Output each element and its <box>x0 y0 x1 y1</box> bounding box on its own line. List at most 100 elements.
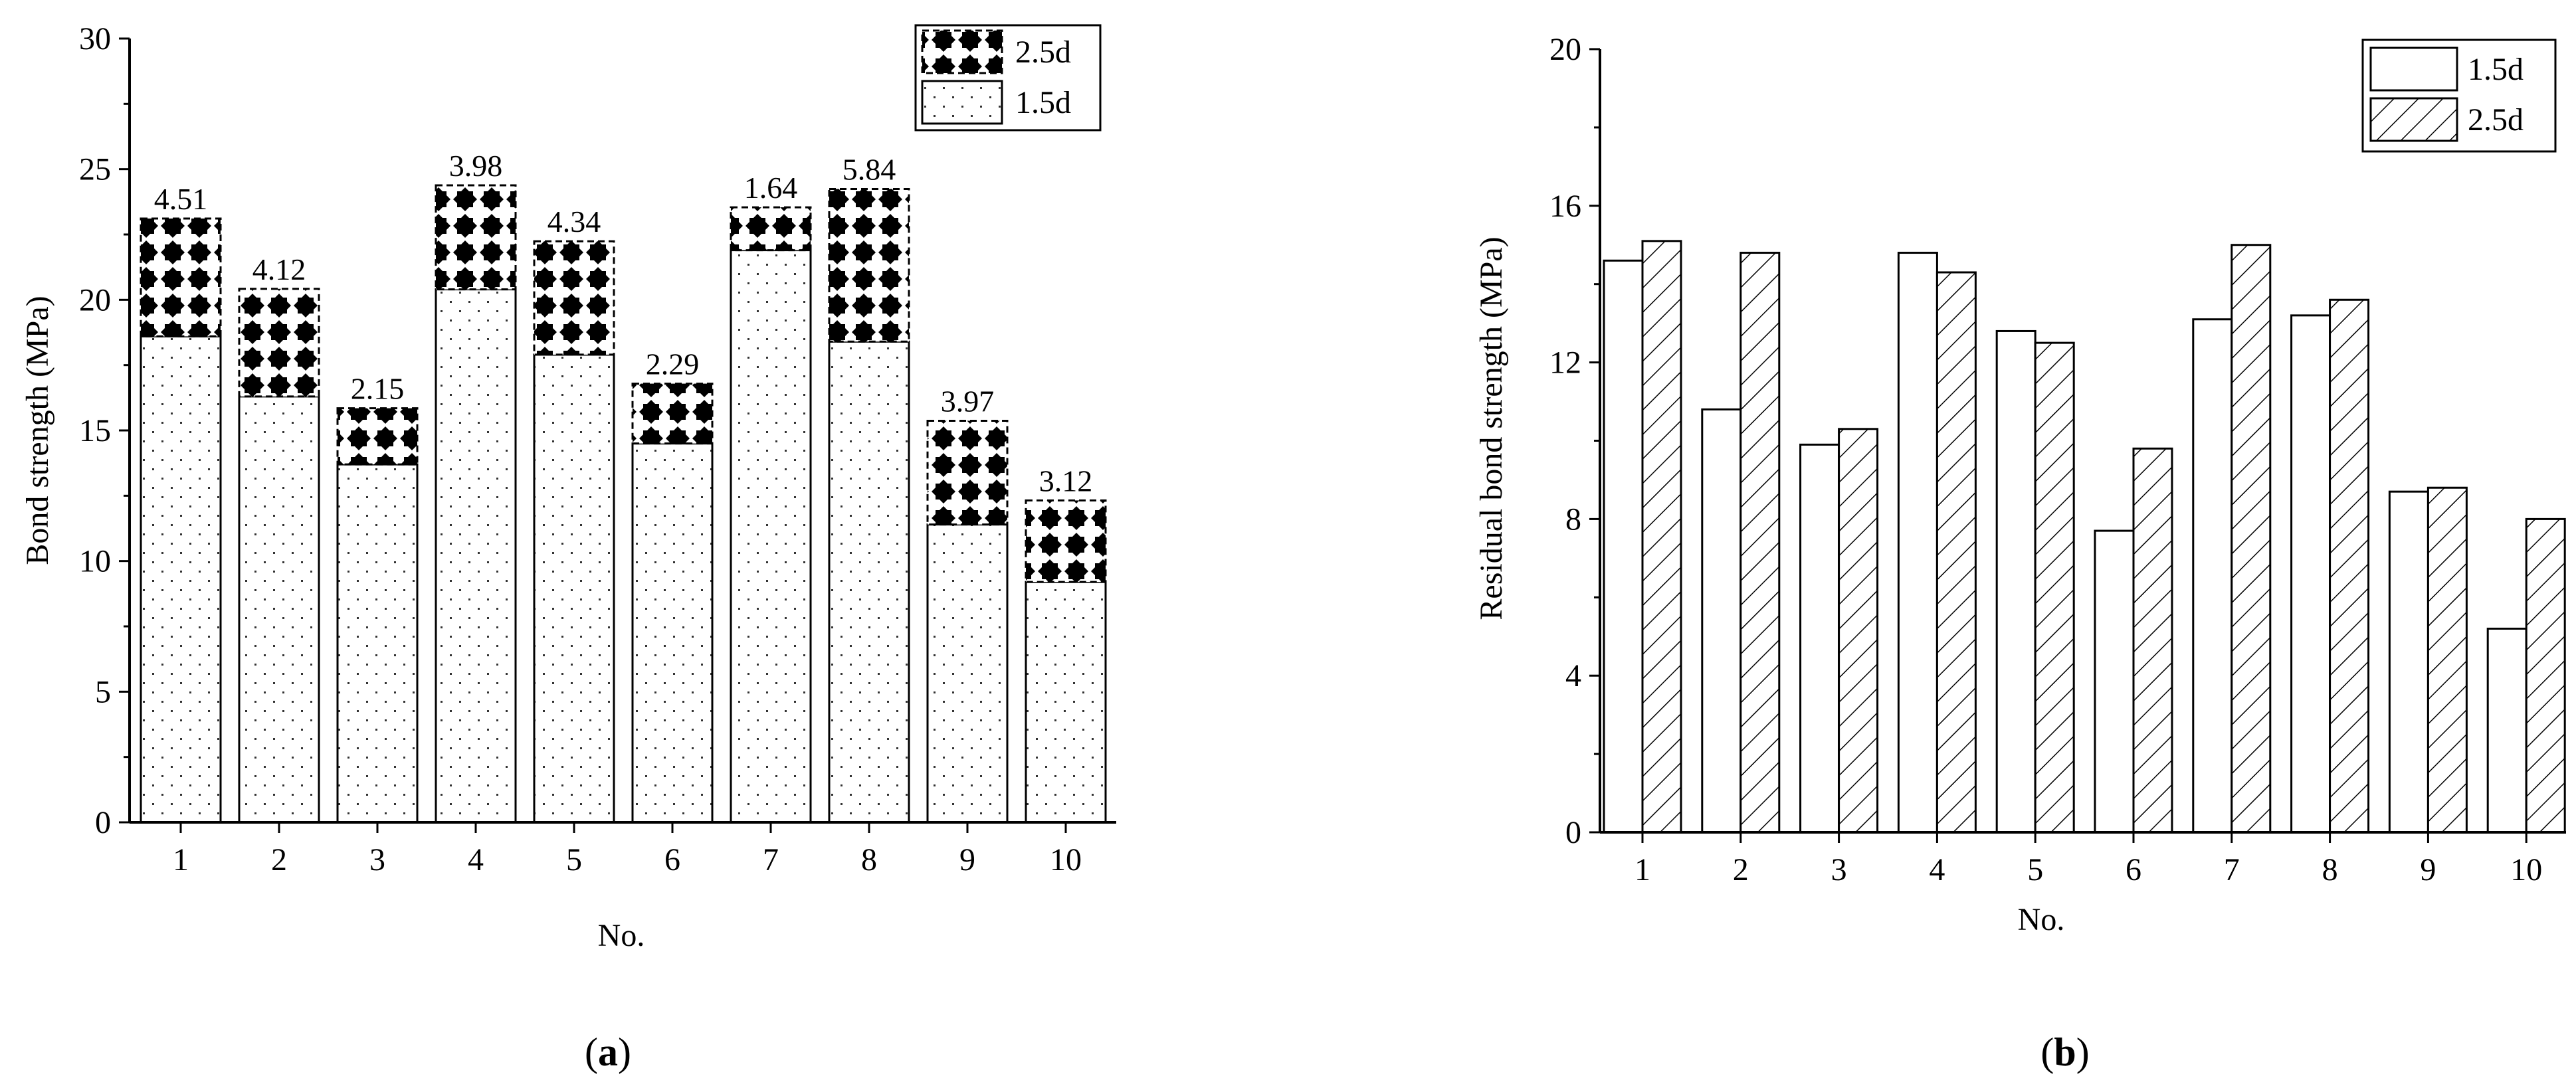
bar-b-2.5d-2 <box>1739 252 1781 834</box>
chart-a-bars <box>140 184 1107 824</box>
legend-label-b-2.5d: 2.5d <box>2468 102 2524 137</box>
x-tick-label-b-5: 5 <box>2027 852 2043 887</box>
bar-a-2.5d-2 <box>238 288 320 398</box>
chart-b-y-axis-title: Residual bond strength (MPa) <box>1474 236 1509 620</box>
x-tick-label-b-1: 1 <box>1635 852 1650 887</box>
x-tick-label-a-3: 3 <box>369 842 385 877</box>
bar-a-2.5d-6 <box>631 383 714 445</box>
bar-a-1.5d-3 <box>336 463 419 824</box>
x-tick-label-a-7: 7 <box>763 842 779 877</box>
bar-a-1.5d-1 <box>140 335 222 824</box>
y-tick-label-a-15: 15 <box>79 413 111 448</box>
bar-b-2.5d-3 <box>1838 428 1879 834</box>
legend-label-a-2.5d: 2.5d <box>1015 35 1071 70</box>
bar-a-1.5d-8 <box>828 340 910 824</box>
chart-a-y-axis-title: Bond strength (MPa) <box>20 296 55 565</box>
x-tick-label-b-4: 4 <box>1929 852 1945 887</box>
x-tick-label-a-4: 4 <box>468 842 484 877</box>
panel-label-a-letter: a <box>598 1030 618 1074</box>
bar-b-1.5d-3 <box>1799 443 1840 834</box>
bar-b-2.5d-5 <box>2034 341 2075 834</box>
y-tick-label-b-0: 0 <box>1565 815 1581 850</box>
x-tick-label-b-9: 9 <box>2420 852 2436 887</box>
bar-a-2.5d-7 <box>730 206 812 252</box>
panel-label-b-letter: b <box>2054 1030 2076 1074</box>
legend-label-a-1.5d: 1.5d <box>1015 85 1071 120</box>
y-tick-label-b-20: 20 <box>1549 32 1581 67</box>
data-label-a-3: 2.15 <box>351 372 405 406</box>
x-tick-label-a-2: 2 <box>271 842 287 877</box>
bar-a-2.5d-3 <box>336 407 419 466</box>
chart-a-y-ticks: 0 5 10 15 20 25 30 <box>79 21 130 840</box>
panel-label-b: (b) <box>2040 1030 2089 1074</box>
x-tick-label-a-5: 5 <box>566 842 582 877</box>
bar-b-2.5d-10 <box>2525 517 2566 834</box>
data-label-a-7: 1.64 <box>744 171 798 205</box>
data-label-a-4: 3.98 <box>449 149 503 183</box>
chart-a-x-axis-title: No. <box>598 918 645 953</box>
legend-swatch-a-2.5d <box>921 29 1003 74</box>
data-label-a-2: 4.12 <box>252 252 306 286</box>
y-tick-label-a-0: 0 <box>95 805 111 840</box>
bar-a-1.5d-6 <box>631 442 714 824</box>
bar-b-1.5d-6 <box>2094 529 2135 834</box>
y-tick-label-a-30: 30 <box>79 21 111 56</box>
bar-a-2.5d-1 <box>140 217 222 337</box>
bar-a-2.5d-4 <box>435 184 517 291</box>
legend-swatch-b-2.5d <box>2369 97 2458 142</box>
bar-a-1.5d-9 <box>926 523 1009 824</box>
bar-b-2.5d-9 <box>2427 486 2468 834</box>
bar-b-1.5d-2 <box>1701 408 1742 834</box>
y-tick-label-b-8: 8 <box>1565 501 1581 537</box>
bar-a-1.5d-2 <box>238 395 320 824</box>
y-tick-label-a-25: 25 <box>79 152 111 187</box>
chart-a: 4.51 4.12 2.15 3.98 4.34 2.29 1.64 5.84 3.97 3.12… <box>20 21 1116 953</box>
bar-b-1.5d-1 <box>1603 259 1644 834</box>
y-tick-label-b-12: 12 <box>1549 345 1581 381</box>
chart-a-legend: 2.5d 1.5d <box>914 24 1102 132</box>
y-tick-label-a-10: 10 <box>79 544 111 579</box>
bar-b-2.5d-4 <box>1935 271 1977 834</box>
data-label-a-6: 2.29 <box>646 347 700 381</box>
bar-a-1.5d-10 <box>1025 581 1107 824</box>
x-tick-label-b-3: 3 <box>1831 852 1847 887</box>
bar-a-2.5d-9 <box>926 419 1009 526</box>
x-tick-label-b-7: 7 <box>2224 852 2240 887</box>
x-tick-label-b-2: 2 <box>1733 852 1749 887</box>
chart-b-x-ticks: 1 2 3 4 5 6 7 8 9 10 <box>1635 832 2542 887</box>
bar-b-1.5d-8 <box>2290 314 2331 834</box>
bar-b-1.5d-7 <box>2192 318 2233 834</box>
bar-b-1.5d-9 <box>2388 490 2429 834</box>
x-tick-label-a-1: 1 <box>173 842 189 877</box>
bar-b-2.5d-8 <box>2329 298 2370 834</box>
bar-b-2.5d-1 <box>1641 240 1682 834</box>
bar-b-1.5d-4 <box>1897 252 1938 834</box>
x-tick-label-b-8: 8 <box>2322 852 2338 887</box>
legend-swatch-a-1.5d <box>921 80 1003 125</box>
y-tick-label-a-20: 20 <box>79 282 111 318</box>
y-tick-label-b-16: 16 <box>1549 189 1581 224</box>
bar-a-2.5d-8 <box>828 188 910 343</box>
bar-b-1.5d-5 <box>1995 329 2036 834</box>
y-tick-label-a-5: 5 <box>95 674 111 709</box>
bar-b-1.5d-10 <box>2486 627 2527 834</box>
chart-b-legend: 1.5d 2.5d <box>2361 39 2557 153</box>
legend-label-b-1.5d: 1.5d <box>2468 52 2524 87</box>
bar-a-1.5d-7 <box>730 249 812 824</box>
data-label-a-1: 4.51 <box>154 182 208 216</box>
legend-swatch-b-1.5d <box>2369 46 2458 92</box>
bar-a-2.5d-10 <box>1025 499 1107 583</box>
x-tick-label-b-10: 10 <box>2510 852 2542 887</box>
data-label-a-5: 4.34 <box>547 205 601 238</box>
chart-a-data-labels: 4.51 4.12 2.15 3.98 4.34 2.29 1.64 5.84 3.97 3.12 <box>154 149 1093 498</box>
x-tick-label-a-10: 10 <box>1050 842 1082 877</box>
x-tick-label-a-6: 6 <box>664 842 680 877</box>
data-label-a-10: 3.12 <box>1039 464 1093 498</box>
x-tick-label-b-6: 6 <box>2126 852 2141 887</box>
bar-b-2.5d-6 <box>2132 447 2173 834</box>
data-label-a-8: 5.84 <box>842 153 896 187</box>
chart-b-y-ticks: 0 4 8 12 16 20 <box>1549 32 1600 850</box>
bar-b-2.5d-7 <box>2230 244 2272 834</box>
